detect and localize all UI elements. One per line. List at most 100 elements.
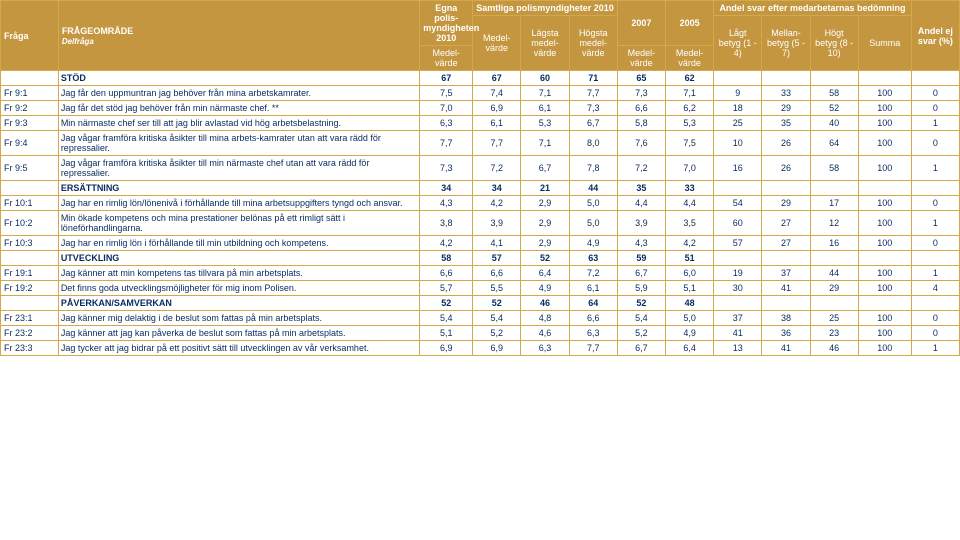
section-value: 44: [569, 181, 617, 196]
row-value: 6,4: [521, 266, 569, 281]
row-question: Jag tycker att jag bidrar på ett positiv…: [58, 341, 419, 356]
row-value: 5,2: [617, 326, 665, 341]
section-value: [911, 296, 959, 311]
section-value: [810, 251, 858, 266]
row-value: 6,1: [473, 116, 521, 131]
section-value: 58: [420, 251, 473, 266]
row-value: 33: [762, 86, 810, 101]
row-value: 100: [858, 281, 911, 296]
row-value: 100: [858, 196, 911, 211]
row-value: 6,9: [420, 341, 473, 356]
row-value: 3,8: [420, 211, 473, 236]
row-value: 7,1: [521, 86, 569, 101]
row-value: 7,2: [473, 156, 521, 181]
row-value: 100: [858, 86, 911, 101]
row-value: 7,7: [569, 341, 617, 356]
row-value: 58: [810, 86, 858, 101]
row-value: 4,6: [521, 326, 569, 341]
row-value: 8,0: [569, 131, 617, 156]
section-code: [1, 251, 59, 266]
row-value: 4,8: [521, 311, 569, 326]
row-value: 5,0: [569, 211, 617, 236]
section-value: 57: [473, 251, 521, 266]
section-value: 34: [420, 181, 473, 196]
row-value: 0: [911, 311, 959, 326]
row-value: 6,7: [521, 156, 569, 181]
row-value: 0: [911, 196, 959, 211]
row-value: 38: [762, 311, 810, 326]
row-value: 7,5: [666, 131, 714, 156]
row-value: 4,2: [420, 236, 473, 251]
row-value: 5,4: [473, 311, 521, 326]
row-value: 26: [762, 131, 810, 156]
row-value: 7,3: [420, 156, 473, 181]
row-value: 7,0: [666, 156, 714, 181]
row-code: Fr 19:1: [1, 266, 59, 281]
col-2005: 2005: [666, 1, 714, 46]
section-value: 60: [521, 71, 569, 86]
col-hogsta: Högsta medel- värde: [569, 16, 617, 71]
row-value: 6,7: [617, 341, 665, 356]
row-value: 5,3: [521, 116, 569, 131]
row-value: 0: [911, 326, 959, 341]
row-code: Fr 23:2: [1, 326, 59, 341]
row-value: 27: [762, 236, 810, 251]
section-code: [1, 181, 59, 196]
row-value: 25: [714, 116, 762, 131]
row-value: 7,7: [420, 131, 473, 156]
row-value: 29: [762, 101, 810, 116]
section-code: [1, 296, 59, 311]
row-value: 0: [911, 131, 959, 156]
omrade-top: FRÅGEOMRÅDE: [62, 26, 134, 36]
row-value: 1: [911, 116, 959, 131]
row-value: 5,3: [666, 116, 714, 131]
row-value: 7,8: [569, 156, 617, 181]
section-value: 71: [569, 71, 617, 86]
row-value: 41: [762, 341, 810, 356]
section-value: 48: [666, 296, 714, 311]
row-value: 17: [810, 196, 858, 211]
row-value: 6,3: [420, 116, 473, 131]
section-title: PÅVERKAN/SAMVERKAN: [58, 296, 419, 311]
survey-table: Fråga FRÅGEOMRÅDE Delfråga Egna polis- m…: [0, 0, 960, 356]
section-value: 52: [521, 251, 569, 266]
row-value: 5,5: [473, 281, 521, 296]
section-value: 67: [473, 71, 521, 86]
row-value: 5,9: [617, 281, 665, 296]
row-value: 60: [714, 211, 762, 236]
row-value: 2,9: [521, 211, 569, 236]
row-value: 4,9: [569, 236, 617, 251]
col-fraga: Fråga: [1, 1, 59, 71]
table-body: STÖD676760716562Fr 9:1Jag får den uppmun…: [1, 71, 960, 356]
col-medel-4: Medel- värde: [666, 46, 714, 71]
row-value: 4,2: [473, 196, 521, 211]
row-value: 6,6: [473, 266, 521, 281]
table-row: Fr 9:2Jag får det stöd jag behöver från …: [1, 101, 960, 116]
row-value: 16: [714, 156, 762, 181]
row-value: 100: [858, 236, 911, 251]
section-value: 64: [569, 296, 617, 311]
section-row: STÖD676760716562: [1, 71, 960, 86]
row-question: Jag får den uppmuntran jag behöver från …: [58, 86, 419, 101]
col-mellan: Mellan- betyg (5 - 7): [762, 16, 810, 71]
row-value: 4: [911, 281, 959, 296]
row-value: 57: [714, 236, 762, 251]
section-title: UTVECKLING: [58, 251, 419, 266]
table-row: Fr 23:3Jag tycker att jag bidrar på ett …: [1, 341, 960, 356]
row-value: 100: [858, 101, 911, 116]
row-code: Fr 19:2: [1, 281, 59, 296]
section-value: [762, 296, 810, 311]
row-value: 5,4: [420, 311, 473, 326]
section-value: 33: [666, 181, 714, 196]
row-value: 100: [858, 211, 911, 236]
row-value: 4,3: [617, 236, 665, 251]
section-value: [911, 71, 959, 86]
row-question: Jag känner mig delaktig i de beslut som …: [58, 311, 419, 326]
row-value: 5,1: [666, 281, 714, 296]
table-row: Fr 9:1Jag får den uppmuntran jag behöver…: [1, 86, 960, 101]
row-value: 6,6: [569, 311, 617, 326]
col-samtliga: Samtliga polismyndigheter 2010: [473, 1, 618, 16]
row-value: 2,9: [521, 236, 569, 251]
row-value: 6,3: [521, 341, 569, 356]
row-value: 36: [762, 326, 810, 341]
